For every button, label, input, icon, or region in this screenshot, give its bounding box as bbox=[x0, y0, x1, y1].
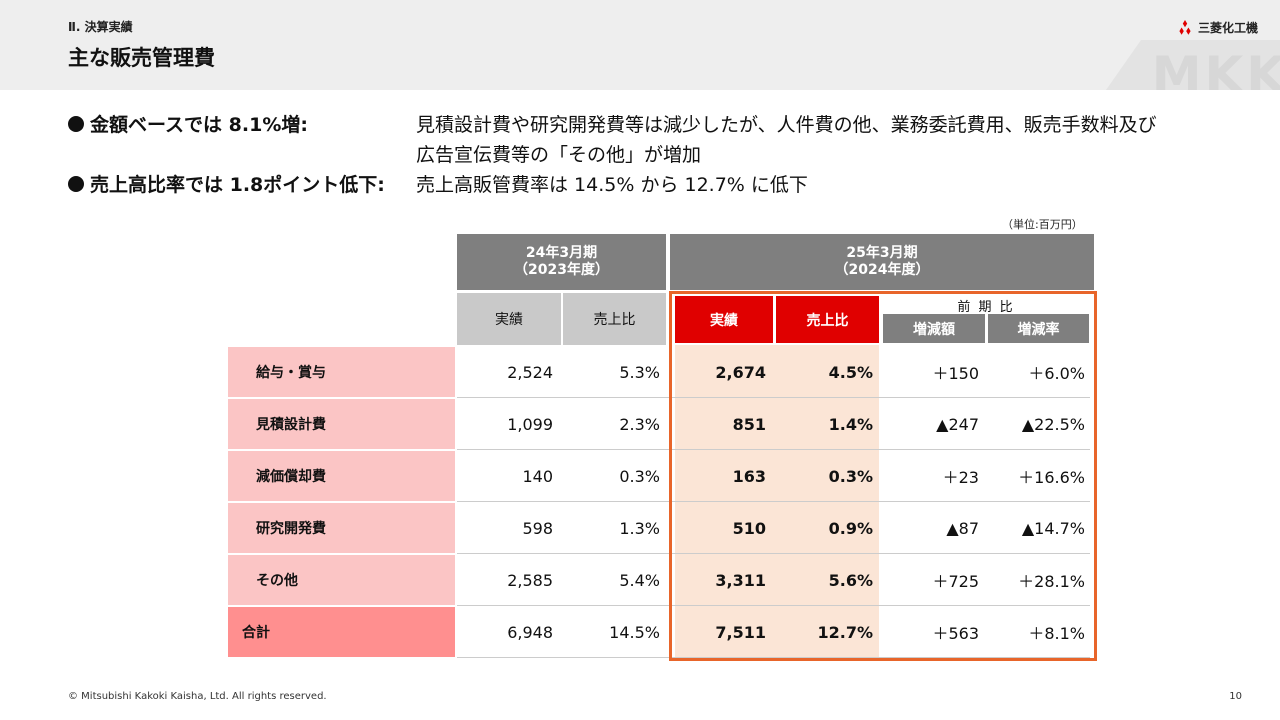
cell-rate: ＋28.1% bbox=[1018, 572, 1085, 591]
cell-diff: ＋23 bbox=[942, 468, 979, 487]
cell-prev-actual: 140 bbox=[522, 466, 553, 486]
cell-diff: ＋725 bbox=[932, 572, 979, 591]
row-divider bbox=[457, 605, 1090, 606]
col-prev-ratio-header: 売上比 bbox=[563, 293, 666, 345]
row-label: その他 bbox=[228, 555, 455, 605]
cell-prev-ratio: 5.3% bbox=[619, 362, 660, 382]
row-label: 合計 bbox=[228, 607, 455, 657]
cell-prev-ratio: 5.4% bbox=[619, 570, 660, 590]
unit-note: （単位:百万円） bbox=[1002, 218, 1083, 231]
cell-diff: ▲87 bbox=[946, 518, 979, 538]
logo-text: 三菱化工機 bbox=[1197, 21, 1258, 35]
cell-diff: ▲247 bbox=[936, 414, 979, 434]
cell-diff: ＋150 bbox=[932, 364, 979, 383]
cell-prev-ratio: 0.3% bbox=[619, 466, 660, 486]
section-label: Ⅱ. 決算実績 bbox=[68, 20, 133, 34]
cell-curr-actual: 7,511 bbox=[715, 622, 766, 642]
col-diff-header: 増減額 bbox=[883, 314, 985, 343]
cell-curr-ratio: 1.4% bbox=[828, 414, 873, 434]
bullet-amount: 金額ベースでは 8.1%増: 見積設計費や研究開発費等は減少したが、人件費の他、… bbox=[68, 110, 1228, 170]
col-prev-actual-header: 実績 bbox=[457, 293, 561, 345]
bullet-ratio: 売上高比率では 1.8ポイント低下: 売上高販管費率は 14.5% から 12.… bbox=[68, 170, 1228, 200]
three-diamonds-icon bbox=[1179, 20, 1191, 35]
cell-curr-ratio: 4.5% bbox=[828, 362, 873, 382]
cell-prev-actual: 1,099 bbox=[507, 414, 553, 434]
current-period-outline bbox=[669, 291, 1097, 661]
period-curr-header: 25年3月期 （2024年度） bbox=[670, 234, 1094, 290]
table-bottom-border bbox=[457, 657, 1090, 658]
cell-rate: ▲22.5% bbox=[1021, 414, 1085, 434]
page-title: 主な販売管理費 bbox=[68, 46, 215, 70]
row-divider bbox=[457, 553, 1090, 554]
cell-curr-actual: 163 bbox=[732, 466, 766, 486]
row-divider bbox=[457, 501, 1090, 502]
row-divider bbox=[457, 397, 1090, 398]
slide-header: MKK Ⅱ. 決算実績 主な販売管理費 三菱化工機 bbox=[0, 0, 1280, 90]
page-number: 10 bbox=[1229, 691, 1242, 702]
cell-prev-actual: 2,585 bbox=[507, 570, 553, 590]
bullet-heading: 売上高比率では 1.8ポイント低下: bbox=[90, 174, 385, 196]
bullet-body: 見積設計費や研究開発費等は減少したが、人件費の他、業務委託費用、販売手数料及び bbox=[416, 114, 1157, 136]
cell-curr-actual: 510 bbox=[732, 518, 766, 538]
cell-prev-actual: 2,524 bbox=[507, 362, 553, 382]
cell-curr-ratio: 0.9% bbox=[828, 518, 873, 538]
bullet-body-continued: 広告宣伝費等の「その他」が増加 bbox=[416, 144, 702, 166]
row-label: 見積設計費 bbox=[228, 399, 455, 449]
bullet-dot-icon bbox=[68, 176, 84, 192]
cell-rate: ▲14.7% bbox=[1021, 518, 1085, 538]
cell-prev-ratio: 2.3% bbox=[619, 414, 660, 434]
row-label: 研究開発費 bbox=[228, 503, 455, 553]
cell-prev-ratio: 14.5% bbox=[609, 622, 660, 642]
col-curr-ratio-header: 売上比 bbox=[776, 296, 879, 343]
cell-rate: ＋16.6% bbox=[1018, 468, 1085, 487]
col-curr-actual-header: 実績 bbox=[675, 296, 773, 343]
cell-rate: ＋8.1% bbox=[1028, 624, 1085, 643]
cell-curr-ratio: 0.3% bbox=[828, 466, 873, 486]
cell-rate: ＋6.0% bbox=[1028, 364, 1085, 383]
cell-prev-actual: 6,948 bbox=[507, 622, 553, 642]
cell-curr-ratio: 12.7% bbox=[817, 622, 873, 642]
bullet-dot-icon bbox=[68, 116, 84, 132]
company-logo: 三菱化工機 bbox=[1177, 19, 1258, 36]
bullet-heading: 金額ベースでは 8.1%増: bbox=[90, 114, 308, 136]
row-label: 減価償却費 bbox=[228, 451, 455, 501]
cell-curr-actual: 2,674 bbox=[715, 362, 766, 382]
cell-diff: ＋563 bbox=[932, 624, 979, 643]
row-label: 給与・賞与 bbox=[228, 347, 455, 397]
cell-prev-ratio: 1.3% bbox=[619, 518, 660, 538]
row-divider bbox=[457, 449, 1090, 450]
mkk-watermark: MKK bbox=[1151, 46, 1280, 90]
cell-curr-actual: 851 bbox=[732, 414, 766, 434]
cell-prev-actual: 598 bbox=[522, 518, 553, 538]
cell-curr-ratio: 5.6% bbox=[828, 570, 873, 590]
col-rate-header: 増減率 bbox=[988, 314, 1089, 343]
bullet-body: 売上高販管費率は 14.5% から 12.7% に低下 bbox=[416, 174, 808, 196]
cell-curr-actual: 3,311 bbox=[715, 570, 766, 590]
period-prev-header: 24年3月期 （2023年度） bbox=[457, 234, 666, 290]
copyright: © Mitsubishi Kakoki Kaisha, Ltd. All rig… bbox=[68, 691, 327, 702]
comparison-label: 前 期 比 bbox=[957, 300, 1015, 315]
